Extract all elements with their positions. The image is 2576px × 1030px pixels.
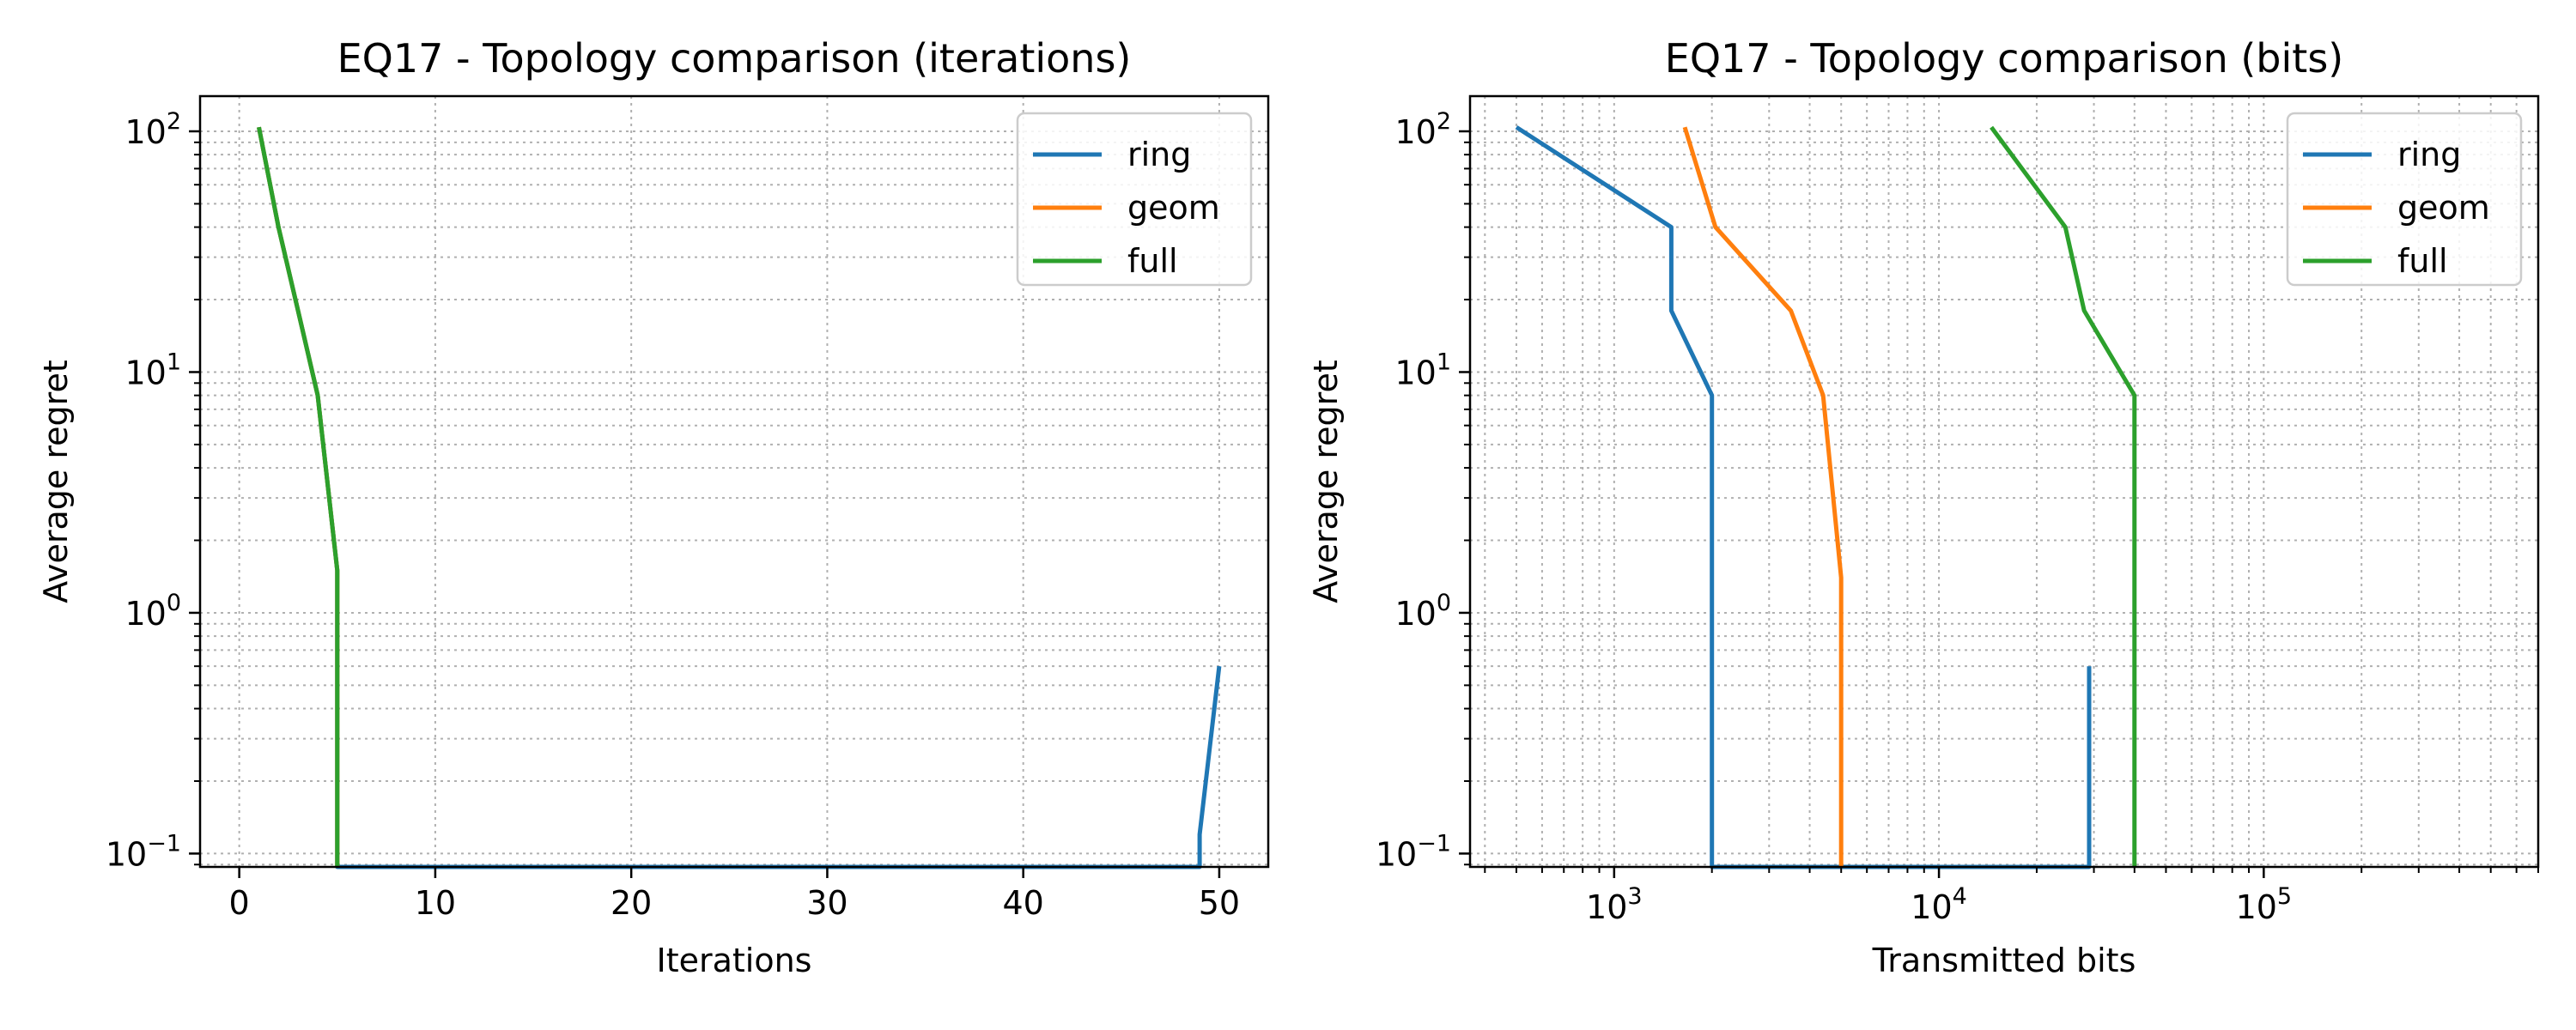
y-tick-label: 101 bbox=[1394, 348, 1451, 391]
y-tick-label: 100 bbox=[125, 590, 181, 633]
y-axis-label: Average regret bbox=[37, 360, 75, 603]
series-line-geom bbox=[1682, 126, 1844, 867]
y-axis: 10−1 100 101 102 bbox=[1376, 108, 1470, 873]
chart-title: EQ17 - Topology comparison (iterations) bbox=[337, 35, 1132, 82]
series-line-geom bbox=[257, 126, 340, 867]
series-line-ring bbox=[1515, 125, 2092, 869]
x-axis: 103 104 105 bbox=[1484, 867, 2539, 926]
y-axis: 10−1 100 101 102 bbox=[106, 108, 200, 873]
legend-label-ring: ring bbox=[1127, 136, 1191, 173]
legend-label-full: full bbox=[2397, 242, 2448, 280]
y-tick-label: 100 bbox=[1394, 590, 1451, 633]
legend: ring geom full bbox=[1016, 112, 1253, 287]
series-group bbox=[1515, 125, 2137, 869]
x-tick-label: 30 bbox=[806, 884, 848, 922]
x-tick-label: 50 bbox=[1199, 884, 1240, 922]
axes-frame bbox=[198, 94, 1270, 869]
x-tick-label: 0 bbox=[229, 884, 250, 922]
y-tick-label: 10−1 bbox=[1376, 830, 1451, 873]
y-tick-label: 101 bbox=[125, 348, 181, 391]
y-tick-label: 102 bbox=[125, 108, 181, 151]
y-tick-label: 102 bbox=[1394, 108, 1451, 151]
grid bbox=[200, 96, 1268, 867]
x-tick-label: 104 bbox=[1911, 883, 1967, 926]
legend: ring geom full bbox=[2286, 112, 2523, 287]
axes-frame bbox=[1468, 94, 2540, 869]
legend-label-geom: geom bbox=[2397, 189, 2490, 227]
chart-title: EQ17 - Topology comparison (bits) bbox=[1665, 35, 2343, 82]
legend-label-ring: ring bbox=[2397, 136, 2461, 173]
legend-label-geom: geom bbox=[1127, 189, 1220, 227]
legend-label-full: full bbox=[1127, 242, 1178, 280]
series-line-full bbox=[1990, 125, 2137, 867]
x-axis-label: Iterations bbox=[657, 942, 812, 979]
y-tick-label: 10−1 bbox=[106, 830, 181, 873]
x-tick-label: 20 bbox=[611, 884, 652, 922]
x-axis: 0 10 20 30 40 50 bbox=[229, 867, 1240, 922]
x-tick-label: 105 bbox=[2236, 883, 2293, 926]
series-group bbox=[257, 126, 1222, 869]
y-axis-label: Average regret bbox=[1307, 360, 1345, 603]
series-line-full bbox=[257, 126, 340, 867]
x-tick-label: 103 bbox=[1586, 883, 1643, 926]
x-axis-label: Transmitted bits bbox=[1872, 942, 2136, 979]
chart-bits: 10−1 100 101 102 103 104 105 EQ17 - Topology co… bbox=[1307, 35, 2540, 979]
x-tick-label: 40 bbox=[1002, 884, 1043, 922]
x-tick-label: 10 bbox=[415, 884, 456, 922]
